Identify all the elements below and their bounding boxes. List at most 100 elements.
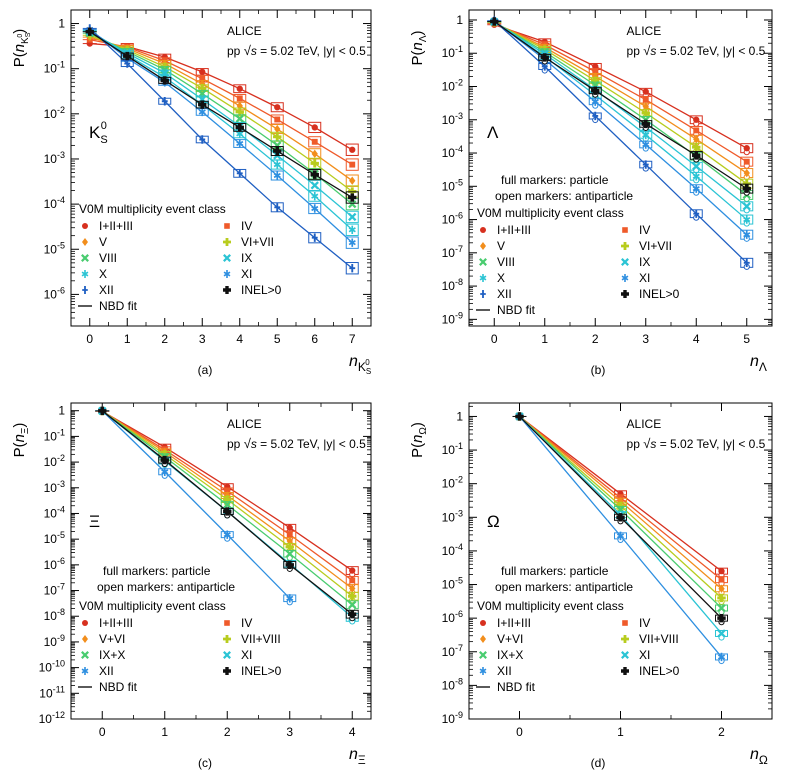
x-axis-b: 0 1 2 3 4 5 bbox=[468, 10, 773, 346]
legend-item-fit: NBD fit bbox=[78, 680, 138, 694]
nbd-fit-line bbox=[494, 24, 748, 149]
legend-label: IX+X bbox=[497, 648, 523, 662]
data-point-shape bbox=[199, 79, 206, 89]
y-tick-text: 10-3 bbox=[442, 111, 463, 127]
y-tick-text: 10-9 bbox=[442, 710, 463, 726]
legend-item: V bbox=[480, 239, 505, 253]
x-tick-label: 3 bbox=[642, 332, 649, 346]
species-label: KS0 bbox=[89, 120, 108, 146]
data-point bbox=[160, 455, 169, 465]
data-point bbox=[311, 149, 318, 159]
y-tick-label: 10-6 bbox=[44, 556, 65, 572]
data-point-shape bbox=[348, 212, 357, 222]
legend-item: I+II+III bbox=[480, 616, 531, 630]
legend-marker-shape bbox=[621, 651, 629, 659]
data-point bbox=[311, 138, 318, 145]
y-tick-label: 10-3 bbox=[442, 111, 463, 127]
data-point bbox=[236, 85, 243, 92]
data-point bbox=[349, 577, 356, 584]
data-point-shape bbox=[692, 184, 700, 193]
x-tick-label: 7 bbox=[349, 332, 356, 346]
legend-marker bbox=[480, 242, 486, 250]
syst-box bbox=[308, 190, 322, 202]
x-axis-title: nΩ bbox=[750, 746, 768, 767]
x-tick-label: 2 bbox=[592, 332, 599, 346]
y-tick-text: 10-6 bbox=[442, 609, 463, 625]
species-label: Ξ bbox=[89, 512, 100, 531]
data-point bbox=[349, 176, 356, 185]
data-point-shape bbox=[235, 123, 244, 132]
data-point-shape bbox=[223, 507, 232, 516]
legend-marker bbox=[81, 667, 89, 675]
data-point-shape bbox=[286, 594, 294, 603]
data-point bbox=[348, 212, 357, 222]
data-point-shape bbox=[198, 107, 206, 117]
data-point bbox=[592, 68, 599, 75]
legend-marker-shape bbox=[223, 667, 231, 675]
data-point-shape bbox=[223, 530, 231, 539]
data-point bbox=[235, 114, 244, 123]
data-point-shape bbox=[311, 204, 319, 213]
legend-marker bbox=[81, 651, 89, 659]
data-point-shape bbox=[224, 488, 231, 494]
y-axis-title: P(nΩ) bbox=[409, 422, 429, 458]
data-point bbox=[742, 202, 751, 211]
data-point-shape bbox=[273, 146, 282, 156]
data-point bbox=[743, 158, 750, 165]
data-point-shape bbox=[235, 114, 244, 123]
data-point bbox=[348, 225, 356, 234]
legend-item: XII bbox=[480, 287, 512, 301]
data-point-shape bbox=[160, 455, 169, 465]
legend-item: VIII bbox=[81, 251, 117, 265]
legend-marker-shape bbox=[479, 258, 487, 266]
legend-item: IV bbox=[224, 616, 252, 630]
legend-marker-shape bbox=[480, 620, 486, 626]
legend-marker-shape bbox=[621, 667, 629, 675]
data-point-shape bbox=[743, 230, 751, 239]
legend-label: I+II+III bbox=[497, 223, 531, 237]
y-tick-text: 10-5 bbox=[44, 240, 65, 256]
syst-box bbox=[345, 262, 359, 275]
y-tick-text: 10-2 bbox=[442, 475, 463, 491]
legend-item: VII+VIII bbox=[223, 632, 281, 646]
x-tick-label: 1 bbox=[617, 725, 624, 739]
data-point bbox=[642, 140, 650, 149]
plot-area-a bbox=[82, 24, 359, 275]
legend-label: I+II+III bbox=[99, 616, 133, 630]
y-tick-text: 10-5 bbox=[442, 177, 463, 193]
data-point bbox=[223, 500, 232, 509]
data-point-shape bbox=[310, 181, 319, 190]
legend-marker-shape bbox=[82, 238, 88, 246]
syst-box bbox=[345, 236, 359, 249]
data-point-shape bbox=[236, 169, 243, 178]
data-point bbox=[717, 652, 726, 662]
x-axis-d: 0 1 2 bbox=[468, 403, 773, 739]
legend-marker bbox=[82, 223, 88, 229]
panel-d: 10-9 10-8 10-7 10-6 10-5 10-4 10-3 10-2 10-1 1 0 1 2… bbox=[409, 402, 773, 770]
y-tick-label: 10-3 bbox=[44, 479, 65, 495]
data-point bbox=[310, 159, 319, 168]
legend-item: IV bbox=[622, 223, 650, 237]
x-tick-label: 1 bbox=[541, 332, 548, 346]
legend-label: I+II+III bbox=[497, 616, 531, 630]
legend-marker bbox=[223, 651, 231, 659]
nbd-fit-line bbox=[493, 20, 748, 236]
data-point-shape bbox=[161, 97, 168, 106]
data-point bbox=[274, 203, 281, 212]
y-tick-text: 10-8 bbox=[442, 676, 463, 692]
legend-marker-shape bbox=[480, 635, 486, 643]
legend: I+II+III IV V VI+VII VIII IX X XI XII INEL>0 NBD f… bbox=[476, 223, 680, 317]
legend-marker bbox=[479, 667, 487, 675]
syst-box bbox=[270, 102, 284, 113]
legend-label: XII bbox=[497, 287, 512, 301]
legend-marker bbox=[622, 620, 628, 626]
y-tick-label: 10-6 bbox=[442, 211, 463, 227]
data-point bbox=[692, 142, 701, 152]
nbd-fit-line bbox=[493, 20, 748, 190]
legend-item: IX bbox=[223, 251, 252, 265]
nbd-fit-line bbox=[493, 21, 748, 185]
data-point-shape bbox=[161, 467, 169, 476]
y-tick-text: 10-1 bbox=[44, 60, 65, 76]
legend-label: XI bbox=[241, 648, 252, 662]
data-point bbox=[348, 238, 356, 247]
